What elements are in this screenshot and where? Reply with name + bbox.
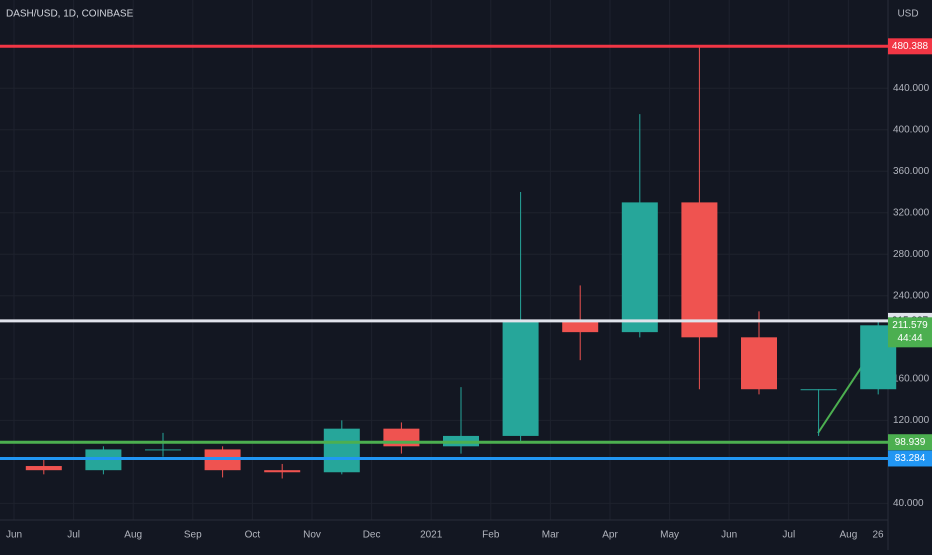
y-tick-label: 440.000 <box>893 83 930 94</box>
y-tick-label: 240.000 <box>893 290 930 301</box>
y-tick-label: 320.000 <box>893 207 930 218</box>
y-tick-label: 40.000 <box>893 498 924 509</box>
level-label: 480.388 <box>892 41 929 52</box>
candle-body <box>264 470 301 473</box>
x-tick-label: 26 <box>872 530 884 541</box>
level-label: 98.939 <box>895 437 926 448</box>
candle-body <box>323 428 360 473</box>
x-tick-label: Aug <box>124 530 142 541</box>
countdown-label: 44:44 <box>897 333 922 344</box>
x-tick-label: Aug <box>840 530 858 541</box>
x-tick-label: Apr <box>602 530 618 541</box>
candle-body <box>502 321 539 436</box>
y-tick-label: 160.000 <box>893 373 930 384</box>
level-label-box <box>888 450 932 467</box>
y-tick-label: 120.000 <box>893 415 930 426</box>
x-tick-label: Jul <box>67 530 80 541</box>
last-price-label: 211.579 <box>892 320 928 331</box>
x-tick-label: Jun <box>6 530 22 541</box>
chart-title: DASH/USD, 1D, COINBASE <box>6 9 134 20</box>
candle-body <box>562 321 599 333</box>
candle-body <box>800 389 837 391</box>
x-tick-label: 2021 <box>420 530 443 541</box>
last-price-box <box>888 317 932 348</box>
x-tick-label: Mar <box>542 530 560 541</box>
currency-label: USD <box>897 9 918 20</box>
y-tick-label: 400.000 <box>893 124 930 135</box>
x-tick-label: Oct <box>245 530 261 541</box>
x-tick-label: Jul <box>782 530 795 541</box>
candle-body <box>681 202 718 338</box>
candle-body <box>25 466 62 471</box>
x-tick-label: May <box>660 530 679 541</box>
x-tick-label: Nov <box>303 530 321 541</box>
candle-body <box>145 449 181 451</box>
level-label: 83.284 <box>895 453 926 464</box>
level-label-box <box>888 434 932 451</box>
y-tick-label: 280.000 <box>893 249 930 260</box>
x-tick-label: Sep <box>184 530 202 541</box>
level-label-box <box>888 38 932 55</box>
x-tick-label: Dec <box>363 530 381 541</box>
candle-body <box>741 337 777 390</box>
x-tick-label: Jun <box>721 530 737 541</box>
candle-body <box>621 202 658 333</box>
x-tick-label: Feb <box>482 530 500 541</box>
y-tick-label: 360.000 <box>893 166 930 177</box>
